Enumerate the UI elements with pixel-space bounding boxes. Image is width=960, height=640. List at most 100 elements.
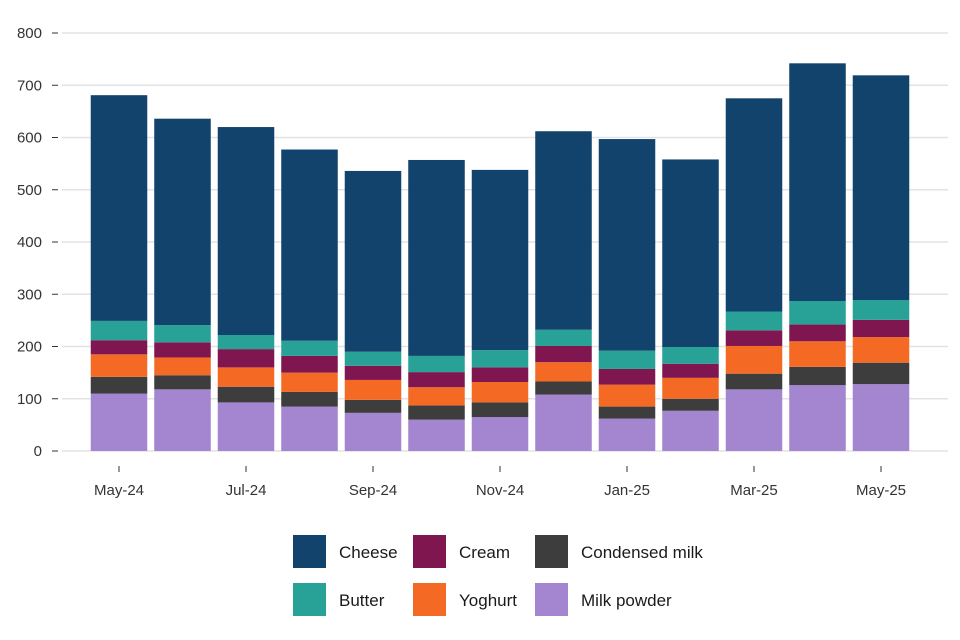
bar-segment-butter: [535, 329, 592, 346]
bar-segment-cheese: [90, 95, 148, 321]
bar-segment-yoghurt: [90, 354, 148, 377]
bar-segment-butter: [789, 301, 846, 325]
bar-segment-butter: [90, 320, 148, 341]
bar-segment-cream: [90, 340, 148, 355]
y-tick-label: 400: [17, 234, 42, 251]
x-tick-label: Nov-24: [476, 482, 524, 499]
bar-segment-yoghurt: [852, 337, 910, 363]
legend-item-butter: Butter: [293, 583, 385, 616]
bar-segment-yoghurt: [471, 382, 529, 403]
bar-segment-yoghurt: [725, 345, 783, 374]
bar-segment-cheese: [408, 159, 465, 356]
legend-swatch: [293, 583, 326, 616]
legend-label: Cream: [459, 543, 510, 562]
bar-segment-yoghurt: [344, 379, 402, 400]
legend-swatch: [535, 535, 568, 568]
bar-segment-condensed-milk: [281, 391, 338, 407]
bar-segment-butter: [662, 347, 719, 364]
bar-segment-condensed-milk: [471, 402, 529, 418]
bar-segment-cheese: [662, 159, 719, 348]
bar-segment-cheese: [344, 170, 402, 352]
legend-label: Yoghurt: [459, 591, 517, 610]
bar-segment-cream: [281, 355, 338, 373]
bar-segment-condensed-milk: [344, 399, 402, 413]
legend-label: Milk powder: [581, 591, 672, 610]
bar-segment-milk-powder: [154, 389, 211, 451]
bar-segment-butter: [725, 311, 783, 331]
y-tick-label: 800: [17, 25, 42, 42]
bar-segment-yoghurt: [217, 367, 275, 387]
y-tick-label: 600: [17, 130, 42, 147]
bar-segment-butter: [154, 325, 211, 343]
bar-segment-cream: [789, 324, 846, 342]
y-tick-label: 0: [34, 443, 42, 460]
x-tick-label: Mar-25: [730, 482, 778, 499]
bar-segment-cheese: [789, 63, 846, 302]
bar-segment-milk-powder: [217, 402, 275, 451]
bar-segment-condensed-milk: [154, 375, 211, 390]
x-tick-label: May-24: [94, 482, 144, 499]
bar-segment-condensed-milk: [725, 373, 783, 390]
bar-segment-butter: [852, 300, 910, 320]
y-tick-label: 200: [17, 339, 42, 356]
bar-segment-cream: [217, 349, 275, 368]
bar-segment-milk-powder: [535, 394, 592, 451]
bar-segment-condensed-milk: [852, 362, 910, 385]
bar-segment-butter: [217, 335, 275, 350]
y-tick-label: 500: [17, 182, 42, 199]
bar-segment-milk-powder: [725, 389, 783, 451]
legend-swatch: [535, 583, 568, 616]
legend-swatch: [413, 535, 446, 568]
legend-label: Cheese: [339, 543, 398, 562]
bar-segment-milk-powder: [662, 410, 719, 451]
bar-segment-butter: [408, 355, 465, 373]
bar-segment-milk-powder: [598, 418, 656, 451]
bar-segment-cheese: [725, 98, 783, 312]
legend-label: Butter: [339, 591, 385, 610]
legend-label: Condensed milk: [581, 543, 703, 562]
bar-segment-cream: [344, 365, 402, 380]
legend-item-cheese: Cheese: [293, 535, 398, 568]
bar-segment-butter: [344, 351, 402, 366]
x-tick-label: May-25: [856, 482, 906, 499]
bar-segment-yoghurt: [408, 387, 465, 406]
legend-item-cream: Cream: [413, 535, 510, 568]
x-tick-label: Jul-24: [226, 482, 267, 499]
bar-segment-cheese: [154, 118, 211, 326]
bar-segment-milk-powder: [90, 393, 148, 451]
bar-segment-milk-powder: [852, 384, 910, 451]
bar-segment-cheese: [281, 149, 338, 341]
bar-segment-cream: [852, 319, 910, 338]
bar-segment-milk-powder: [789, 385, 846, 451]
y-axis: 0 100 200 300 400 500 600 700 800: [17, 25, 58, 460]
bars: [90, 63, 910, 451]
bar-segment-butter: [471, 350, 529, 368]
bar-segment-cheese: [852, 75, 910, 300]
bar-segment-cheese: [217, 127, 275, 335]
bar-segment-milk-powder: [408, 419, 465, 451]
bar-segment-cheese: [598, 139, 656, 351]
legend-swatch: [293, 535, 326, 568]
bar-segment-cream: [471, 367, 529, 383]
bar-segment-milk-powder: [281, 406, 338, 451]
y-tick-label: 300: [17, 286, 42, 303]
bar-segment-cream: [662, 363, 719, 378]
bar-segment-yoghurt: [535, 362, 592, 382]
bar-segment-yoghurt: [154, 357, 211, 376]
x-tick-label: Jan-25: [604, 482, 650, 499]
bar-segment-condensed-milk: [789, 366, 846, 386]
legend-swatch: [413, 583, 446, 616]
bar-segment-condensed-milk: [408, 405, 465, 420]
bar-segment-yoghurt: [662, 377, 719, 399]
bar-segment-condensed-milk: [217, 386, 275, 403]
legend-item-milk-powder: Milk powder: [535, 583, 672, 616]
bar-segment-milk-powder: [344, 412, 402, 451]
bar-segment-yoghurt: [281, 372, 338, 392]
bar-segment-cheese: [471, 169, 529, 351]
bar-segment-cream: [725, 330, 783, 346]
x-tick-label: Sep-24: [349, 482, 397, 499]
legend: Cheese Cream Condensed milk Butter Yoghurt Mi…: [293, 535, 703, 616]
legend-item-condensed-milk: Condensed milk: [535, 535, 703, 568]
bar-segment-cream: [535, 345, 592, 363]
